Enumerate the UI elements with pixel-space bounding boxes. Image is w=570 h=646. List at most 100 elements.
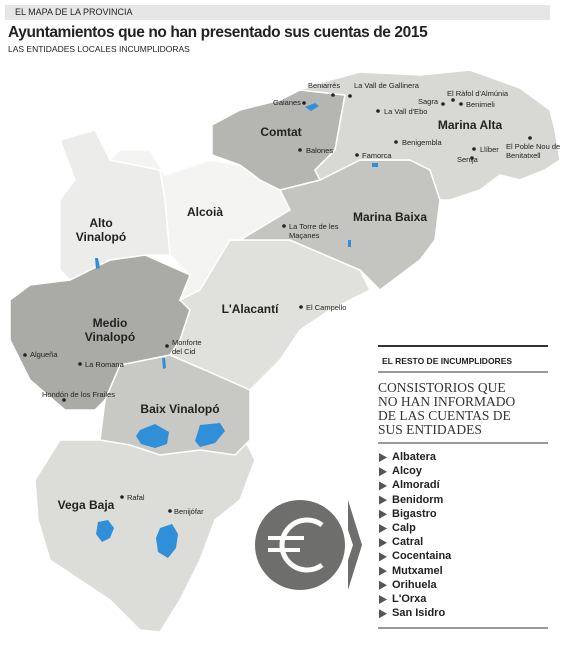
euro-icon (255, 500, 362, 590)
bullet (379, 481, 387, 491)
town-dot (528, 136, 532, 140)
region-alto-vinalopo (59, 129, 171, 281)
region-label: L'Alacantí (221, 302, 279, 316)
town-dot (78, 362, 82, 366)
town-label: El Ràfol d'Almúnia (447, 89, 509, 98)
reservoir (195, 423, 225, 447)
town-dot (459, 102, 463, 106)
town-dot (120, 495, 124, 499)
town-label: Rafal (127, 493, 145, 502)
bullet (379, 552, 387, 562)
town-dot (23, 353, 27, 357)
region-label: Alcoià (186, 205, 223, 219)
arrow (348, 500, 362, 590)
reservoir (156, 524, 178, 558)
region-marina-alta (299, 69, 561, 201)
bullet (379, 538, 387, 548)
town-dot (165, 344, 169, 348)
town-dot (282, 224, 286, 228)
bullet (379, 453, 387, 462)
sidebar-subheading: CONSISTORIOS QUE NO HAN INFORMADO DE LAS… (378, 380, 516, 437)
item-bullets (379, 453, 387, 619)
town-label: La Torre de les Maçanes (289, 222, 339, 240)
town-label: Hondón de los Frailes (42, 390, 115, 399)
town-dot (331, 93, 335, 97)
town-label: El Poble Nou de Benitatxell (506, 142, 561, 160)
town-dot (355, 153, 359, 157)
bullet (379, 595, 387, 604)
sidebar-heading: EL RESTO DE INCUMPLIDORES (382, 356, 513, 366)
bullet (379, 580, 387, 590)
subtitle: LAS ENTIDADES LOCALES INCUMPLIDORAS (8, 44, 190, 54)
region-label: Marina Baixa (352, 210, 428, 224)
town-label: Sagra (418, 97, 439, 106)
town-dot (298, 148, 302, 152)
item: Alcoy (392, 465, 422, 478)
region-label: Comtat (260, 125, 302, 139)
euro-sign (279, 517, 324, 573)
town-label: La Romana (85, 360, 124, 369)
town-dot (302, 101, 306, 105)
reservoir (162, 358, 166, 369)
town-dot (470, 156, 474, 160)
sidebar-rules (378, 345, 548, 629)
item: Calp (392, 522, 416, 534)
town-label: Famorca (362, 151, 392, 160)
town-dot (451, 98, 455, 102)
town-dot (394, 140, 398, 144)
town-label: Balones (306, 146, 334, 155)
region-label: Vega Baja (57, 498, 115, 512)
town-label: Llíber (480, 145, 499, 154)
town-dots (23, 93, 532, 513)
reservoir (96, 520, 114, 542)
euro-circle (255, 500, 345, 590)
item: Orihuela (392, 578, 437, 591)
title: Ayuntamientos que no han presentado sus … (8, 24, 428, 41)
region-label: Alto Vinalopó (75, 216, 127, 244)
reservoir (95, 258, 100, 269)
town-label: Algueña (30, 350, 58, 359)
bullet (379, 609, 387, 619)
town-label: Monforte del Cid (172, 338, 202, 356)
bullet (379, 524, 387, 533)
item: Catral (392, 536, 424, 549)
town-dot (299, 305, 303, 309)
town-label: La Vall de Gallinera (354, 81, 419, 90)
item: Benidorm (392, 493, 444, 506)
item: San Isidro (392, 607, 446, 620)
town-dot (441, 102, 445, 106)
town-label: Benijófar (174, 507, 204, 516)
town-label: La Vall d'Ebo (384, 107, 428, 116)
reservoir (305, 103, 319, 111)
bullet (379, 467, 387, 477)
town-dot (472, 147, 476, 151)
town-label: Senija (457, 155, 478, 164)
town-dot (376, 109, 380, 113)
bullet (379, 509, 387, 519)
region-label: Baix Vinalopó (140, 402, 220, 416)
reservoir (372, 163, 378, 167)
town-label: Beniarrés (308, 81, 341, 90)
reservoir (136, 424, 169, 448)
bullet (379, 566, 387, 576)
town-dot (62, 398, 66, 402)
item: Almoradí (392, 479, 440, 492)
town-label: Benigembla (402, 138, 442, 147)
reservoir (348, 240, 351, 247)
town-label: Benimeli (466, 100, 495, 109)
town-label: El Campello (306, 303, 347, 312)
item: Cocentaina (392, 550, 452, 563)
province-map (9, 69, 561, 633)
kicker: EL MAPA DE LA PROVINCIA (5, 5, 550, 20)
euro-bars (268, 536, 304, 552)
item: Albatera (392, 451, 437, 463)
item: L'Orxa (392, 593, 427, 605)
town-label: Gaianes (273, 98, 301, 107)
region-label: Medio Vinalopó (84, 316, 136, 344)
bullet (379, 495, 387, 505)
town-dot (348, 94, 352, 98)
town-dot (168, 509, 172, 513)
region-label: Marina Alta (437, 118, 503, 132)
